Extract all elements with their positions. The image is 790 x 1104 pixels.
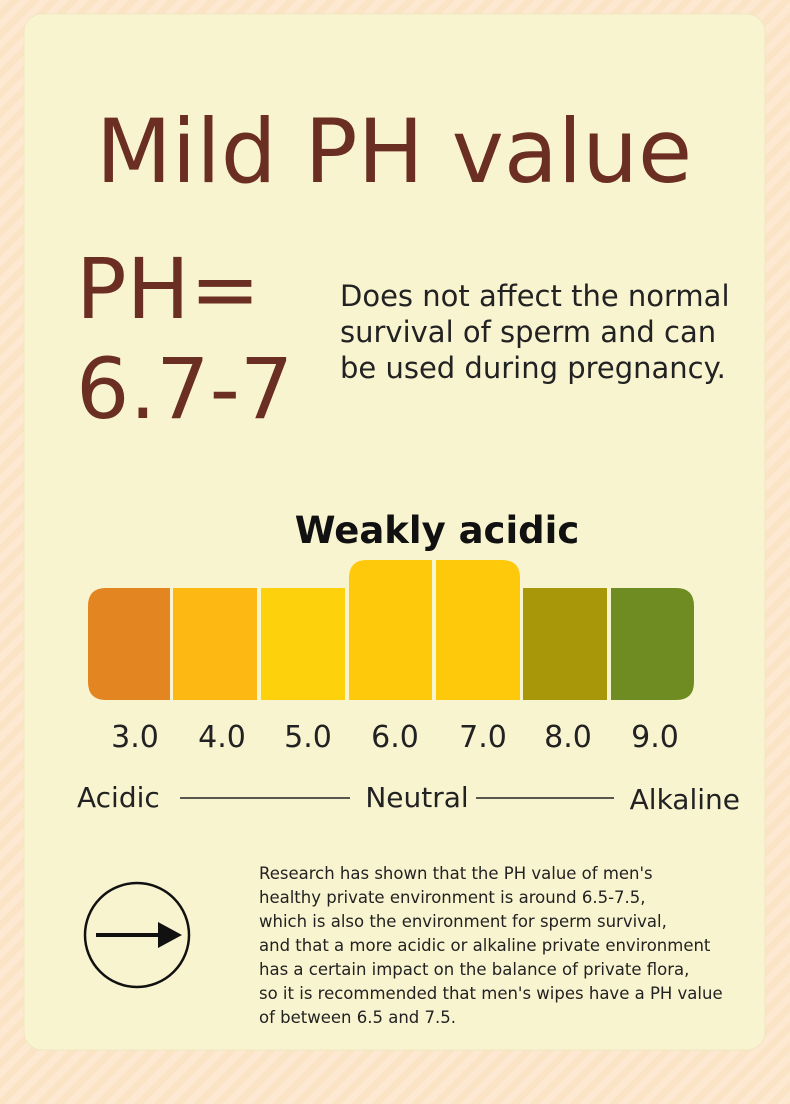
note-line: healthy private environment is around 6.… [259, 888, 646, 907]
scale-segment [523, 588, 607, 700]
ph-range: 6.7-7 [76, 340, 293, 438]
scale-segment [436, 560, 520, 700]
end-label: Alkaline [630, 783, 740, 816]
note-line: has a certain impact on the balance of p… [259, 960, 689, 979]
note-line: which is also the environment for sperm … [259, 912, 667, 931]
card [23, 13, 766, 1051]
scale-title: Weakly acidic [295, 509, 580, 552]
description-line: be used during pregnancy. [340, 351, 726, 385]
ph-label: PH= [76, 240, 260, 338]
end-label: Acidic [77, 781, 160, 814]
scale-segment [88, 588, 170, 700]
scale-label: 9.0 [631, 720, 679, 755]
ph-scale [88, 560, 694, 700]
scale-label: 5.0 [284, 720, 332, 755]
scale-label: 6.0 [371, 720, 419, 755]
scale-label: 7.0 [459, 720, 507, 755]
scale-label: 3.0 [111, 720, 159, 755]
title: Mild PH value [96, 100, 692, 203]
description-line: survival of sperm and can [340, 315, 716, 349]
scale-segment [173, 588, 257, 700]
end-label: Neutral [365, 781, 468, 814]
note-line: Research has shown that the PH value of … [259, 864, 653, 883]
note-line: and that a more acidic or alkaline priva… [259, 936, 711, 955]
description-line: Does not affect the normal [340, 279, 730, 313]
note-line: of between 6.5 and 7.5. [259, 1008, 456, 1027]
scale-label: 8.0 [544, 720, 592, 755]
scale-segment [349, 560, 432, 700]
scale-segment [261, 588, 345, 700]
arrow-icon [83, 881, 191, 989]
scale-label: 4.0 [198, 720, 246, 755]
note-line: so it is recommended that men's wipes ha… [259, 984, 723, 1003]
scale-segment [611, 588, 694, 700]
